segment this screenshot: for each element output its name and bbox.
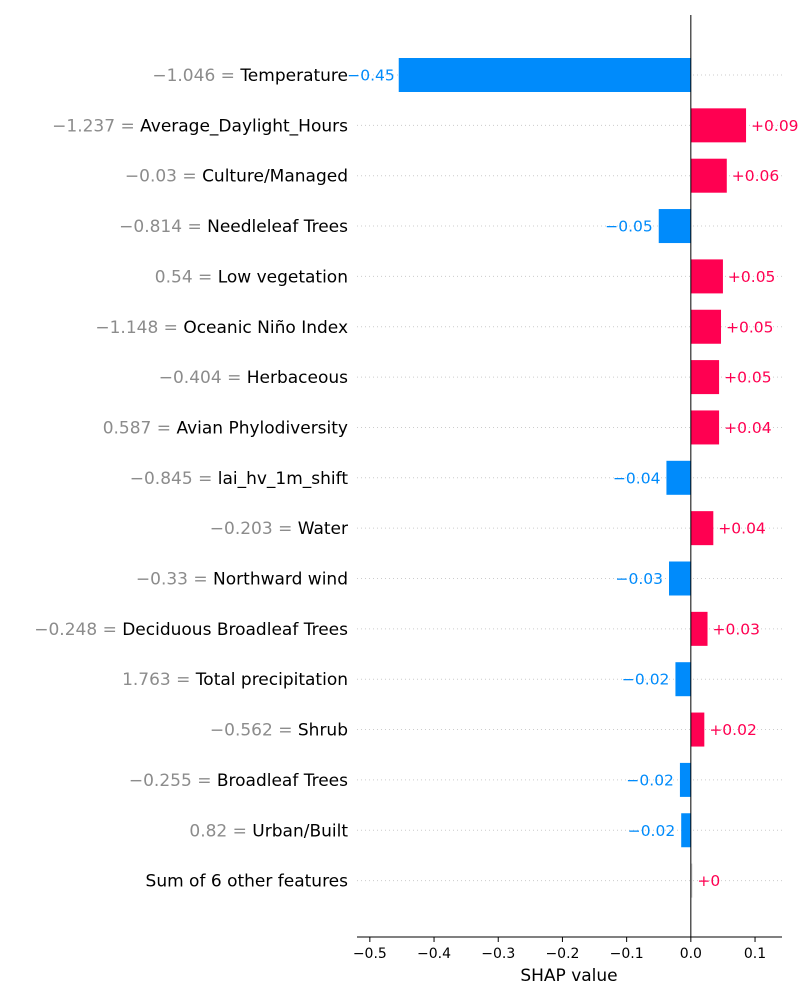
feature-label: −0.814 = Needleleaf Trees (119, 217, 348, 237)
x-tick-label: 0.1 (744, 946, 766, 962)
bar-value-label: +0.05 (726, 318, 774, 336)
feature-label: −0.248 = Deciduous Broadleaf Trees (34, 620, 348, 640)
feature-name: Northward wind (213, 570, 348, 590)
x-tick-label: −0.3 (481, 946, 515, 962)
feature-value: −1.148 = (95, 318, 183, 338)
feature-name: Deciduous Broadleaf Trees (122, 620, 348, 640)
bar-value-label: +0.04 (718, 520, 766, 538)
bar-value-label: +0.06 (732, 167, 780, 185)
x-axis: −0.5 −0.4 −0.3 −0.2 −0.1 0.0 0.1 (353, 15, 782, 962)
feature-label: −0.404 = Herbaceous (159, 368, 348, 388)
bar-value-label: −0.02 (626, 771, 674, 789)
shap-bar (679, 762, 691, 797)
bar-value-label: −0.03 (616, 570, 664, 588)
feature-name: Broadleaf Trees (217, 771, 348, 791)
feature-value: −0.562 = (210, 721, 298, 741)
bar-value-label: −0.02 (622, 671, 670, 689)
bar-value-label: +0.04 (724, 419, 772, 437)
shap-bar (666, 460, 691, 495)
bar-value-label: −0.05 (605, 218, 653, 236)
feature-label: 1.763 = Total precipitation (122, 670, 348, 690)
feature-label: −0.203 = Water (210, 519, 348, 539)
feature-value: −0.255 = (129, 771, 217, 791)
feature-value: 0.82 = (189, 821, 252, 841)
feature-name: Needleleaf Trees (207, 217, 348, 237)
feature-name: Culture/Managed (202, 167, 348, 187)
bar-value-label: +0.03 (713, 620, 761, 638)
feature-label: 0.82 = Urban/Built (189, 821, 348, 841)
x-tick-label: −0.2 (545, 946, 579, 962)
feature-value: 1.763 = (122, 670, 196, 690)
bar-value-label: +0.05 (728, 268, 776, 286)
shap-bar (690, 410, 720, 445)
shap-bar (690, 863, 693, 898)
shap-bar (669, 561, 691, 596)
bar-value-label: +0 (697, 872, 720, 890)
feature-name: Sum of 6 other features (146, 872, 349, 892)
feature-value: −0.203 = (210, 519, 298, 539)
feature-label: Sum of 6 other features (146, 872, 349, 892)
shap-bar (658, 209, 691, 244)
shap-bar (675, 662, 691, 697)
feature-value: −0.814 = (119, 217, 207, 237)
feature-value: −1.237 = (52, 116, 140, 136)
feature-label: −0.562 = Shrub (210, 721, 348, 741)
x-tick-label: 0.0 (680, 946, 702, 962)
x-tick-label: −0.4 (417, 946, 451, 962)
bar-value-label: +0.02 (709, 721, 757, 739)
feature-label: −0.845 = lai_hv_1m_shift (130, 469, 349, 489)
feature-name: Shrub (298, 721, 348, 741)
feature-label: −0.33 = Northward wind (136, 570, 348, 590)
feature-label: −0.255 = Broadleaf Trees (129, 771, 348, 791)
feature-name: Avian Phylodiversity (176, 418, 348, 438)
shap-bar (690, 158, 727, 193)
feature-label: −1.148 = Oceanic Niño Index (95, 318, 348, 338)
feature-labels: −1.046 = Temperature −0.45 −1.237 = Averag… (34, 66, 798, 892)
feature-name: Urban/Built (252, 821, 348, 841)
bar-value-label: +0.05 (724, 369, 772, 387)
feature-label: −0.03 = Culture/Managed (125, 167, 348, 187)
shap-bar (690, 360, 720, 395)
x-axis-title: SHAP value (520, 966, 617, 986)
feature-value: −0.248 = (34, 620, 122, 640)
gridlines (357, 74, 782, 882)
feature-name: Water (298, 519, 348, 539)
feature-label: −1.237 = Average_Daylight_Hours (52, 116, 348, 136)
feature-label: 0.587 = Avian Phylodiversity (103, 418, 348, 438)
feature-value: −0.404 = (159, 368, 247, 388)
shap-bar (690, 712, 705, 747)
feature-value: −0.845 = (130, 469, 218, 489)
feature-value: −1.046 = (152, 66, 240, 86)
shap-bar (690, 259, 723, 294)
feature-value: 0.587 = (103, 418, 177, 438)
x-tick-label: −0.5 (353, 946, 387, 962)
feature-value: −0.03 = (125, 167, 202, 187)
shap-bar (690, 309, 722, 344)
feature-value: 0.54 = (155, 267, 218, 287)
bars (398, 58, 747, 898)
feature-name: Temperature (239, 66, 348, 86)
bar-value-label: −0.04 (613, 469, 661, 487)
feature-name: Low vegetation (218, 267, 348, 287)
feature-name: Herbaceous (247, 368, 348, 388)
x-tick-label: −0.1 (610, 946, 644, 962)
shap-bar (690, 611, 708, 646)
feature-label: 0.54 = Low vegetation (155, 267, 348, 287)
shap-bar (681, 813, 691, 848)
bar-value-label: −0.45 (347, 67, 395, 85)
feature-name: Oceanic Niño Index (183, 318, 348, 338)
bar-value-label: −0.02 (628, 822, 676, 840)
bar-value-label: +0.09 (751, 117, 799, 135)
shap-bar (398, 58, 691, 92)
shap-bar (690, 511, 714, 546)
feature-name: Total precipitation (195, 670, 348, 690)
feature-name: Average_Daylight_Hours (140, 116, 348, 136)
feature-label: −1.046 = Temperature (152, 66, 348, 86)
feature-value: −0.33 = (136, 570, 213, 590)
shap-bar (690, 108, 747, 143)
feature-name: lai_hv_1m_shift (218, 469, 349, 489)
